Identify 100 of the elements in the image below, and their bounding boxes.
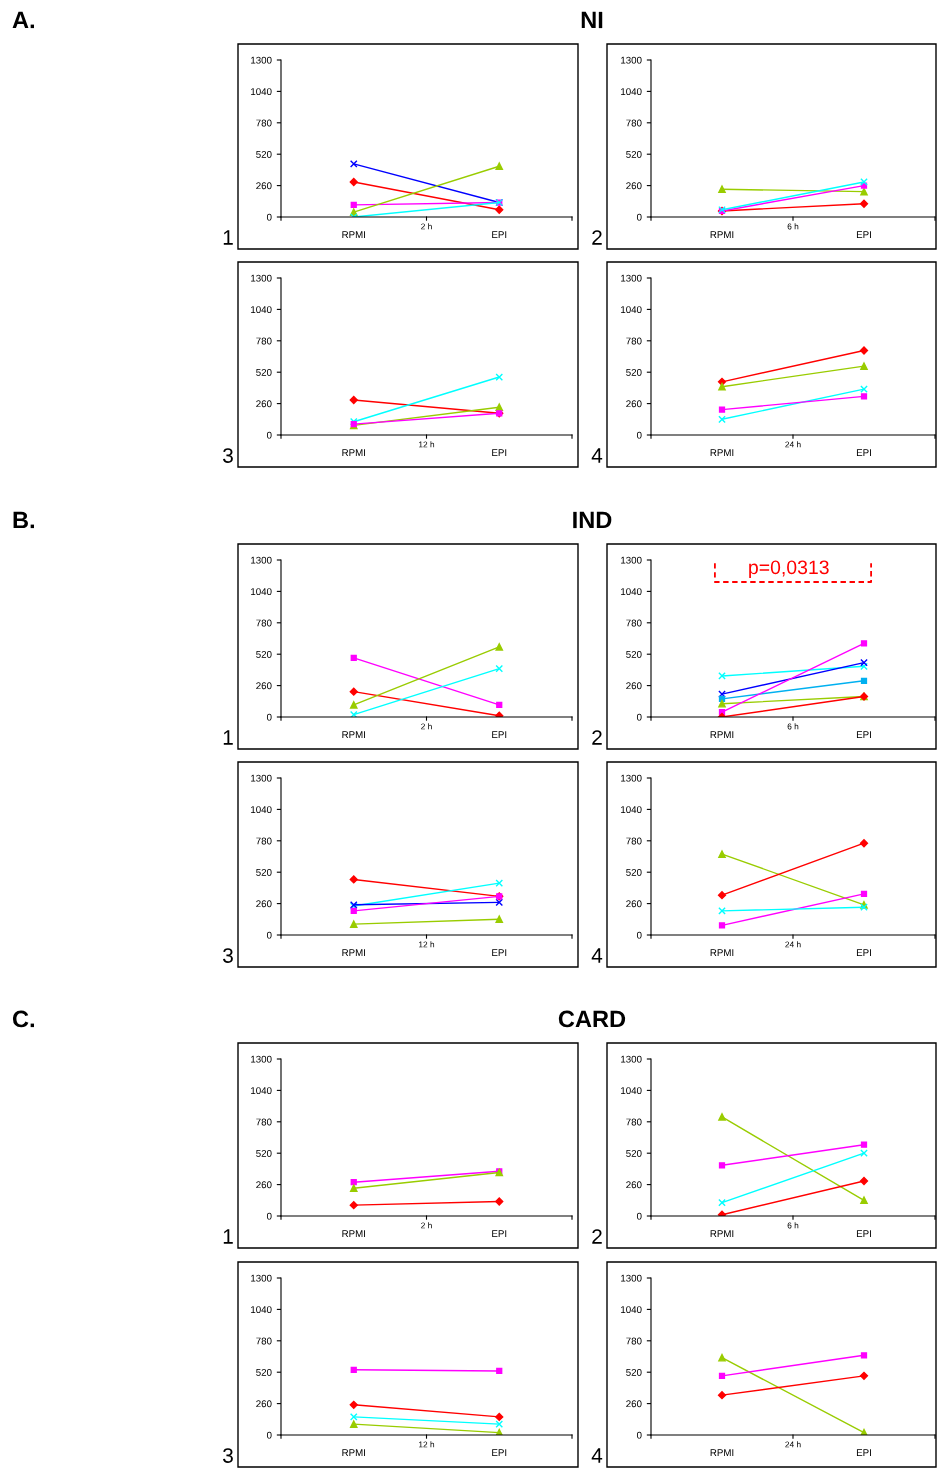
y-tick-label: 1040 — [621, 588, 642, 596]
y-tick-label: 520 — [256, 1368, 272, 1376]
y-tick-label: 780 — [626, 119, 642, 127]
x-tick-label: EPI — [492, 1230, 507, 1237]
chart-title: CARD — [558, 1010, 626, 1028]
y-tick-label: 260 — [626, 682, 642, 690]
x-tick-label: RPMI — [342, 449, 366, 456]
x-axis-title: 12 h — [419, 441, 435, 448]
y-tick-label: 1040 — [251, 306, 272, 314]
y-tick-label: 780 — [256, 837, 272, 845]
x-tick-label: EPI — [856, 949, 871, 956]
y-tick-label: 780 — [256, 1337, 272, 1345]
y-tick-label: 1300 — [251, 774, 272, 782]
y-tick-label: 780 — [626, 1118, 642, 1126]
y-tick-label: 260 — [626, 182, 642, 190]
text: 1 — [223, 730, 233, 745]
y-tick-label: 1300 — [621, 56, 642, 64]
y-tick-label: 1300 — [621, 1274, 642, 1282]
x-axis-title: 2 h — [421, 1222, 432, 1229]
y-tick-label: 520 — [256, 368, 272, 376]
y-tick-label: 260 — [626, 1400, 642, 1408]
y-tick-label: 520 — [256, 650, 272, 658]
y-tick-label: 1300 — [621, 556, 642, 564]
y-tick-label: 1300 — [621, 1055, 642, 1063]
x-tick-label: RPMI — [710, 1230, 734, 1237]
y-tick-label: 1040 — [621, 88, 642, 96]
x-tick-label: RPMI — [342, 1230, 366, 1237]
y-tick-label: 780 — [626, 337, 642, 345]
x-tick-label: RPMI — [710, 1449, 734, 1456]
y-tick-label: 1040 — [251, 806, 272, 814]
y-tick-label: 260 — [626, 400, 642, 408]
x-tick-label: EPI — [856, 1230, 871, 1237]
chart-title: NI — [581, 11, 603, 29]
y-tick-label: 1040 — [621, 806, 642, 814]
x-axis-title: 24 h — [785, 941, 801, 948]
x-axis-title: 24 h — [785, 1441, 801, 1448]
x-tick-label: EPI — [856, 231, 871, 238]
y-tick-label: 0 — [636, 1212, 642, 1220]
x-tick-label: EPI — [492, 731, 507, 738]
y-tick-label: 0 — [636, 713, 642, 721]
text: 2 — [592, 230, 602, 245]
x-tick-label: RPMI — [710, 949, 734, 956]
x-axis-title: 2 h — [421, 223, 432, 230]
y-tick-label: 260 — [256, 1400, 272, 1408]
y-tick-label: 260 — [256, 400, 272, 408]
y-tick-label: 260 — [256, 182, 272, 190]
y-tick-label: 1040 — [251, 1087, 272, 1095]
x-tick-label: RPMI — [342, 949, 366, 956]
x-axis-title: 12 h — [419, 1441, 435, 1448]
y-tick-label: 520 — [256, 1149, 272, 1157]
y-tick-label: 520 — [626, 368, 642, 376]
y-tick-label: 0 — [636, 431, 642, 439]
x-tick-label: RPMI — [710, 731, 734, 738]
x-axis-title: 12 h — [419, 941, 435, 948]
y-tick-label: 1300 — [251, 56, 272, 64]
y-tick-label: 0 — [266, 1212, 272, 1220]
x-tick-label: RPMI — [710, 449, 734, 456]
x-axis-title: 2 h — [421, 723, 432, 730]
y-tick-label: 0 — [636, 213, 642, 221]
y-tick-label: 780 — [256, 1118, 272, 1126]
x-tick-label: EPI — [856, 731, 871, 738]
y-tick-label: 260 — [256, 682, 272, 690]
y-tick-label: 780 — [256, 619, 272, 627]
y-tick-label: 520 — [256, 150, 272, 158]
x-tick-label: EPI — [856, 449, 871, 456]
x-axis-title: 6 h — [787, 723, 799, 730]
x-tick-label: RPMI — [342, 1449, 366, 1456]
y-tick-label: 260 — [626, 900, 642, 908]
y-tick-label: 780 — [626, 837, 642, 845]
y-tick-label: 0 — [266, 213, 272, 221]
text: 1 — [223, 230, 233, 245]
x-axis-title: 24 h — [785, 441, 801, 448]
y-tick-label: 1300 — [251, 1274, 272, 1282]
y-tick-label: 520 — [626, 1368, 642, 1376]
y-tick-label: 520 — [626, 150, 642, 158]
y-tick-label: 0 — [636, 931, 642, 939]
y-tick-label: 780 — [626, 1337, 642, 1345]
y-tick-label: 0 — [266, 431, 272, 439]
text: 3 — [223, 948, 233, 963]
y-tick-label: 780 — [256, 337, 272, 345]
x-tick-label: EPI — [492, 449, 507, 456]
x-axis-title: 6 h — [787, 1222, 799, 1229]
x-tick-label: RPMI — [342, 231, 366, 238]
text: C. — [12, 1010, 34, 1028]
annotation: p=0,0313 — [749, 560, 829, 579]
y-tick-label: 520 — [626, 1149, 642, 1157]
y-tick-label: 260 — [256, 1181, 272, 1189]
x-tick-label: RPMI — [342, 731, 366, 738]
x-tick-label: EPI — [492, 949, 507, 956]
y-tick-label: 1300 — [251, 1055, 272, 1063]
chart-title: IND — [573, 511, 612, 529]
x-axis-title: 6 h — [787, 223, 799, 230]
y-tick-label: 0 — [266, 1431, 272, 1439]
text: 3 — [223, 1448, 233, 1463]
y-tick-label: 780 — [626, 619, 642, 627]
y-tick-label: 1040 — [251, 88, 272, 96]
text: 4 — [591, 448, 603, 463]
y-tick-label: 1300 — [251, 556, 272, 564]
text: 2 — [592, 730, 602, 745]
y-tick-label: 260 — [256, 900, 272, 908]
